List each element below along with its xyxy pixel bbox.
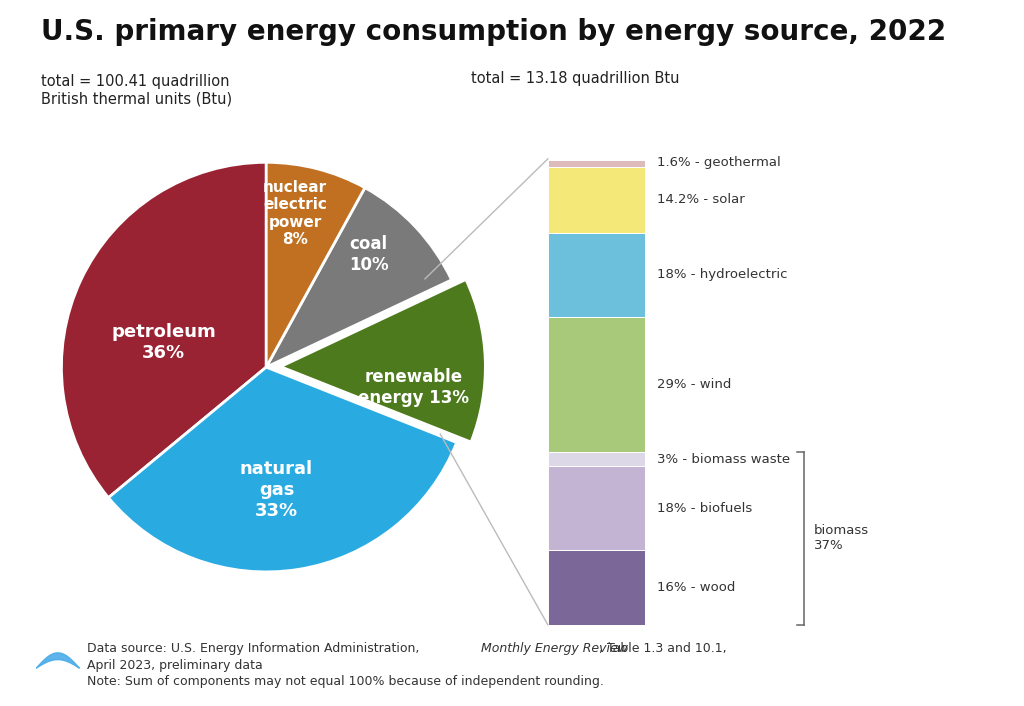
Bar (548, 234, 645, 317)
Text: , Table 1.3 and 10.1,: , Table 1.3 and 10.1, (599, 642, 727, 655)
Text: nuclear
electric
power
8%: nuclear electric power 8% (263, 180, 327, 247)
Text: 1.6% - geothermal: 1.6% - geothermal (657, 156, 781, 169)
Text: total = 100.41 quadrillion
British thermal units (Btu): total = 100.41 quadrillion British therm… (41, 74, 232, 107)
Wedge shape (266, 188, 452, 367)
Text: 14.2% - solar: 14.2% - solar (657, 193, 745, 206)
Text: 18% - hydroelectric: 18% - hydroelectric (657, 268, 787, 281)
Text: petroleum
36%: petroleum 36% (112, 323, 216, 362)
Wedge shape (109, 367, 457, 572)
Text: 3% - biomass waste: 3% - biomass waste (657, 453, 791, 465)
Text: eia: eia (44, 670, 71, 686)
Text: Monthly Energy Review: Monthly Energy Review (481, 642, 629, 655)
Bar (548, 160, 645, 167)
Text: 29% - wind: 29% - wind (657, 378, 732, 391)
Text: 16% - wood: 16% - wood (657, 581, 736, 594)
Text: Note: Sum of components may not equal 100% because of independent rounding.: Note: Sum of components may not equal 10… (87, 675, 604, 688)
Text: U.S. primary energy consumption by energy source, 2022: U.S. primary energy consumption by energ… (41, 18, 946, 46)
Wedge shape (281, 280, 485, 442)
Wedge shape (266, 162, 365, 367)
Bar (548, 317, 645, 453)
Text: coal
10%: coal 10% (349, 235, 388, 274)
Text: Data source: U.S. Energy Information Administration,: Data source: U.S. Energy Information Adm… (87, 642, 423, 655)
Text: total = 13.18 quadrillion Btu: total = 13.18 quadrillion Btu (471, 71, 680, 85)
Bar (548, 167, 645, 234)
Text: renewable
energy 13%: renewable energy 13% (358, 369, 469, 407)
Text: 18% - biofuels: 18% - biofuels (657, 501, 753, 515)
Text: natural
gas
33%: natural gas 33% (240, 460, 313, 520)
Text: April 2023, preliminary data: April 2023, preliminary data (87, 659, 263, 672)
Bar (548, 453, 645, 467)
Bar (548, 467, 645, 550)
Wedge shape (61, 162, 266, 498)
Text: biomass
37%: biomass 37% (814, 525, 869, 552)
Bar (548, 550, 645, 625)
